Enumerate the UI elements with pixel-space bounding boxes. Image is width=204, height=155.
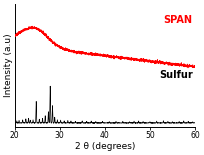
Text: SPAN: SPAN — [164, 15, 193, 25]
X-axis label: 2 θ (degrees): 2 θ (degrees) — [75, 142, 135, 151]
Text: Sulfur: Sulfur — [159, 70, 193, 80]
Y-axis label: Intensity (a.u): Intensity (a.u) — [4, 34, 13, 97]
